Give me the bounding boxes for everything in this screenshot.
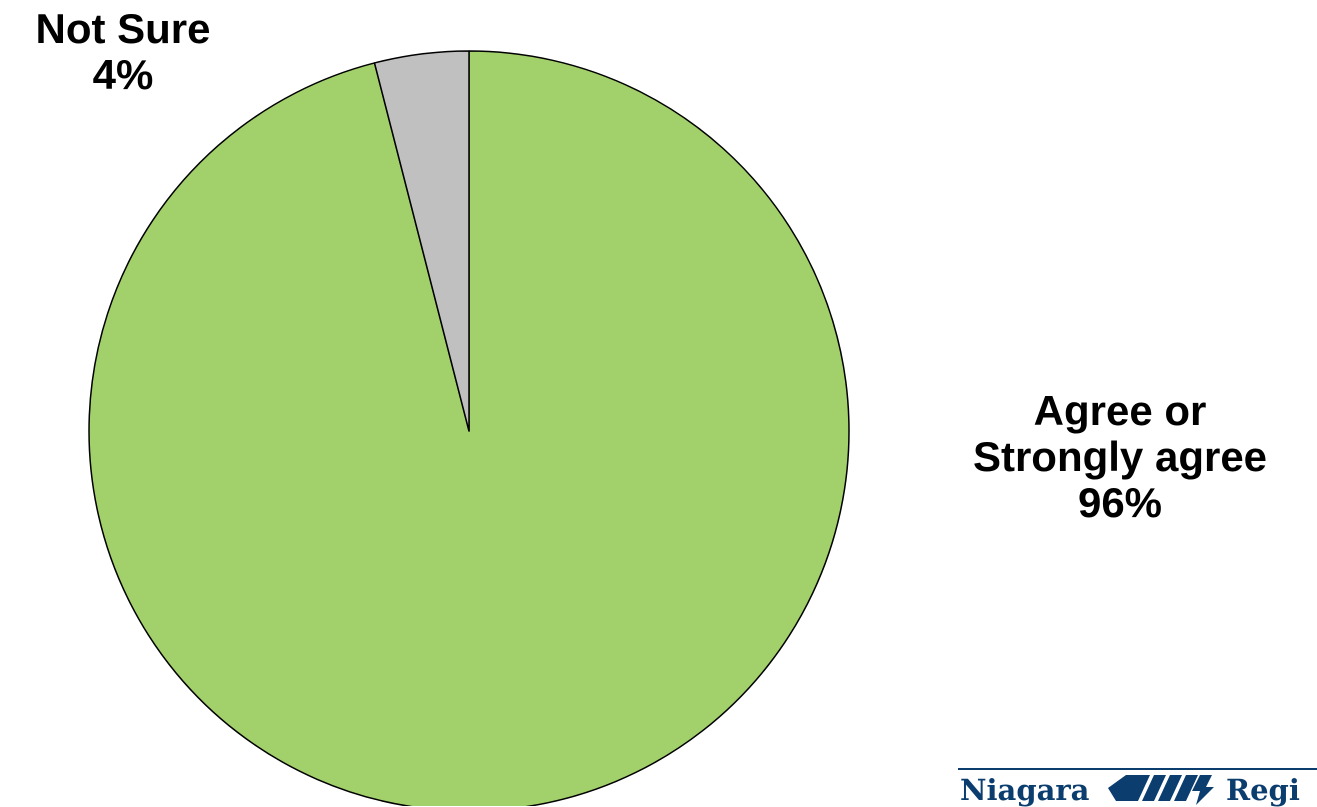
not-sure-percent: 4% [92,51,154,98]
niagara-region-logo: Niagara Regi [958,768,1317,806]
logo-word-left: Niagara [960,773,1090,807]
logo-word-right: Regi [1226,773,1300,807]
pie-slice-not-sure [373,50,470,432]
not-sure-label: Not Sure 4% [8,6,238,98]
agree-label: Agree or Strongly agree 96% [925,388,1315,526]
logo-stripes-icon [1108,775,1214,805]
pie-slices [88,50,850,806]
logo-rule [958,768,1317,770]
agree-name-line1: Agree or [1033,387,1207,434]
agree-name-line2: Strongly agree [972,433,1268,480]
agree-percent: 96% [1077,479,1163,526]
not-sure-name: Not Sure [35,5,211,52]
